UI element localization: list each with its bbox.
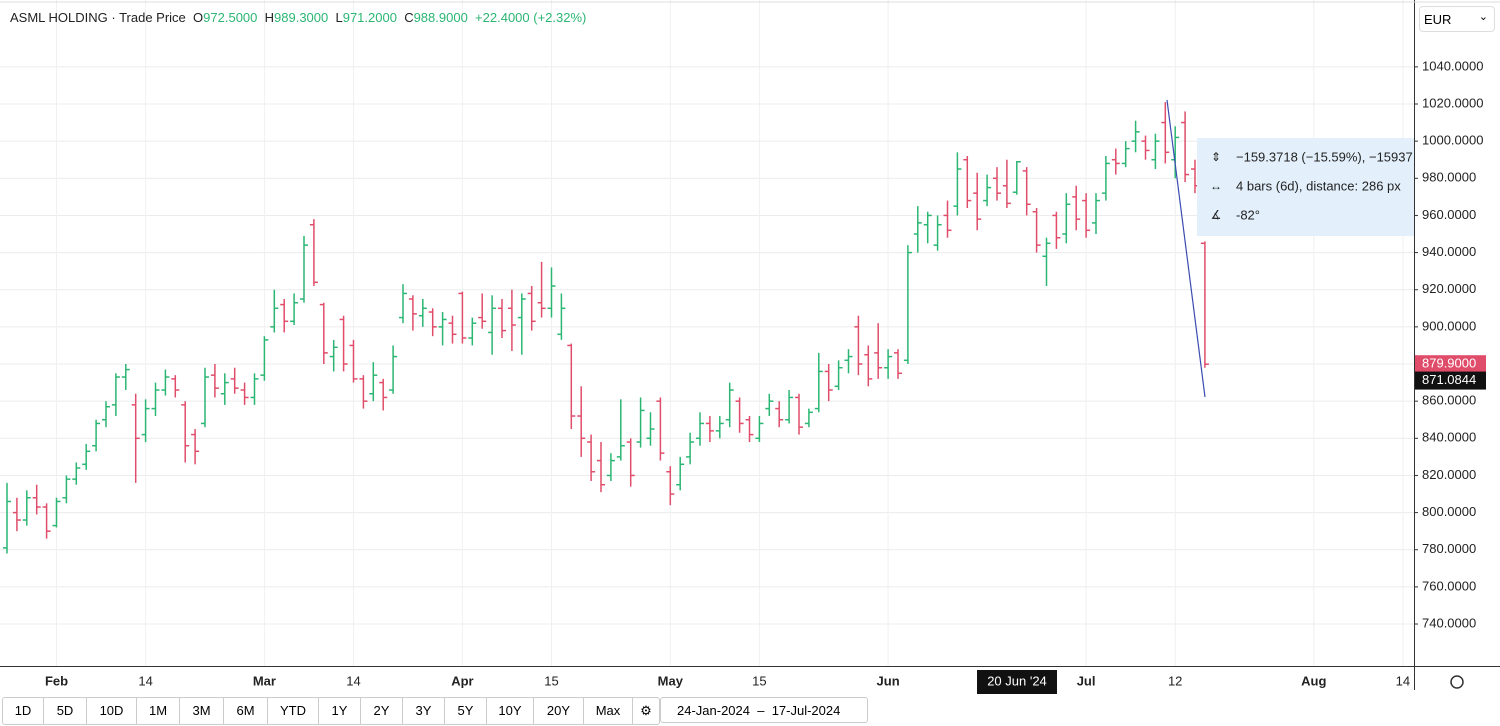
y-tick-label: 800.0000	[1422, 504, 1476, 519]
change: +22.4000 (+2.32%)	[475, 10, 587, 25]
c-label: C	[404, 10, 414, 25]
range-button[interactable]: 1Y	[319, 698, 361, 724]
crosshair-date-box	[977, 670, 1057, 694]
x-tick-label: Mar	[253, 673, 276, 688]
h-label: H	[264, 10, 275, 25]
x-tick-label: May	[658, 673, 684, 688]
range-button[interactable]: 10Y	[487, 698, 534, 724]
measure-price: −159.3718 (−15.59%), −15937	[1236, 149, 1413, 164]
currency-select[interactable]: EUR ⌄	[1419, 6, 1495, 32]
range-button[interactable]: 1D	[3, 698, 44, 724]
o-label: O	[193, 10, 204, 25]
last-price-badge	[1415, 355, 1486, 374]
x-tick-label: Jul	[1077, 673, 1096, 688]
icon: ∡	[1211, 208, 1222, 222]
measure-bars: 4 bars (6d), distance: 286 px	[1236, 178, 1401, 193]
y-tick-label: 940.0000	[1422, 244, 1476, 259]
measure-line	[1166, 99, 1206, 398]
y-tick-label: 960.0000	[1422, 207, 1476, 222]
range-button[interactable]: Max	[584, 698, 633, 724]
grid	[0, 0, 1414, 666]
title: ASML HOLDING · Trade Price	[10, 10, 186, 25]
y-tick-label: 1040.0000	[1422, 58, 1483, 73]
y-tick-label: 920.0000	[1422, 281, 1476, 296]
range-button[interactable]: 5D	[44, 698, 87, 724]
measure-angle: -82°	[1236, 207, 1260, 222]
range-toolbar: 1D 5D 10D 1M 3M 6M YTD 1Y 2Y 3Y 5Y 10Y 20Y Max ⚙	[2, 697, 660, 725]
bars	[3, 102, 1209, 554]
x-tick-label: Feb	[45, 673, 68, 688]
range-button[interactable]: 3M	[180, 698, 224, 724]
x-tick-label: 15	[752, 673, 766, 688]
crosshair-date: 20 Jun '24	[987, 673, 1047, 688]
legend-header: ASML HOLDING · Trade Price O 972.5000 H 98…	[10, 10, 586, 25]
c-value: 988.9000	[413, 10, 468, 25]
icon: ⇕	[1211, 150, 1221, 164]
x-tick-label: 12	[1168, 673, 1182, 688]
range-button[interactable]: 3Y	[403, 698, 445, 724]
y-tick-label: 780.0000	[1422, 541, 1476, 556]
measure-tool: ⇕ ↔ ∡ −159.3718 (−15.59%), −15937 4 bars…	[1166, 99, 1414, 398]
y-tick-label: 1000.0000	[1422, 133, 1483, 148]
l-value: 971.2000	[342, 10, 397, 25]
range-button[interactable]: 6M	[224, 698, 268, 724]
chevron: ⌄	[1478, 11, 1488, 23]
settings-button[interactable]: ⚙	[640, 703, 652, 718]
y-tick-label: 980.0000	[1422, 170, 1476, 185]
last-price-label: 879.9000	[1422, 356, 1476, 371]
x-tick-label: Aug	[1301, 673, 1326, 688]
range-button[interactable]: 20Y	[534, 698, 584, 724]
range-button[interactable]: 10D	[87, 698, 137, 724]
measure-box	[1197, 138, 1414, 236]
x-tick-label: 14	[1396, 673, 1410, 688]
settings-icon[interactable]	[1450, 675, 1464, 689]
date-from: 24-Jan-2024	[677, 703, 750, 718]
y-tick-label: 900.0000	[1422, 318, 1476, 333]
date-to: 17-Jul-2024	[771, 703, 841, 718]
x-tick-label: 14	[138, 673, 152, 688]
crosshair-price-label: 871.0844	[1422, 372, 1476, 387]
crosshair-price-badge	[1415, 371, 1486, 390]
y-tick-label: 840.0000	[1422, 430, 1476, 445]
axes: 740.0000 760.0000 780.0000 800.0000 820.0000…	[45, 58, 1486, 688]
currency: EUR	[1424, 12, 1452, 27]
y-tick-label: 760.0000	[1422, 578, 1476, 593]
l-label: L	[335, 10, 343, 25]
y-tick-label: 1020.0000	[1422, 95, 1483, 110]
range-button[interactable]: YTD	[268, 698, 319, 724]
range-button[interactable]: 1M	[137, 698, 180, 724]
x-tick-label: 14	[346, 673, 360, 688]
y-tick-label: 860.0000	[1422, 393, 1476, 408]
range-button[interactable]: 2Y	[361, 698, 403, 724]
range-button[interactable]: 5Y	[445, 698, 487, 724]
x-tick-label: Apr	[451, 673, 473, 688]
date-range[interactable]: 24-Jan-2024 – 17-Jul-2024	[660, 697, 868, 723]
y-tick-label: 820.0000	[1422, 467, 1476, 482]
y-tick-label: 740.0000	[1422, 615, 1476, 630]
h-value: 989.3000	[274, 10, 329, 25]
x-tick-label: 15	[544, 673, 558, 688]
x-tick-label: Jun	[877, 673, 900, 688]
icon: ↔	[1210, 179, 1222, 193]
o-value: 972.5000	[203, 10, 258, 25]
